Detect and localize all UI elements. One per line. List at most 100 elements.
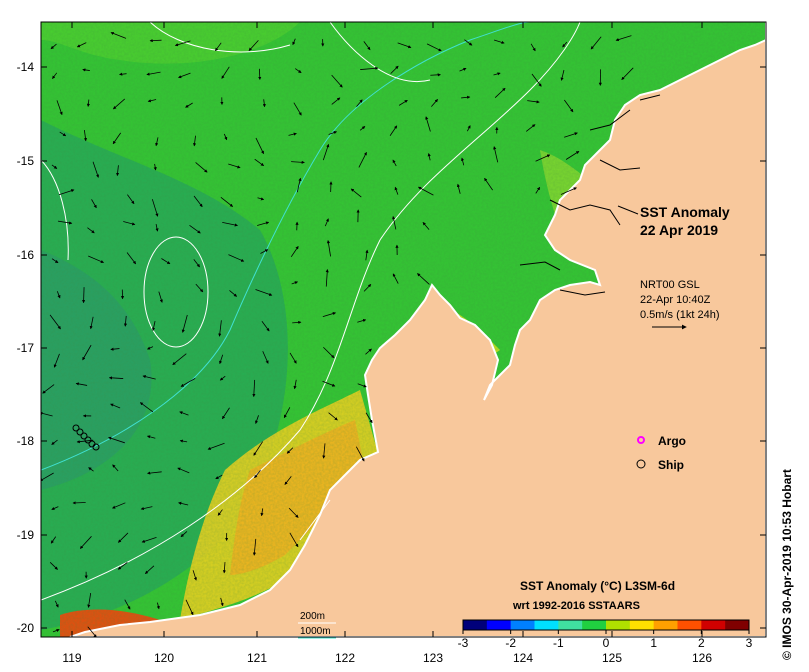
current-vector xyxy=(139,402,154,413)
current-vector xyxy=(222,407,230,420)
title-line1: SST Anomaly xyxy=(640,204,730,220)
colorbar-tick-label: 0 xyxy=(603,636,610,650)
current-vector xyxy=(257,197,265,201)
current-vector xyxy=(126,252,136,265)
current-vector xyxy=(248,40,259,51)
current-vector xyxy=(56,100,63,116)
y-tick-label: -17 xyxy=(17,341,35,355)
current-vector xyxy=(363,41,371,51)
current-vector xyxy=(328,412,338,421)
current-vector xyxy=(215,474,223,480)
current-vector xyxy=(292,38,296,46)
current-vector xyxy=(252,538,257,556)
colorbar-swatch xyxy=(510,620,535,630)
current-vector xyxy=(112,98,126,110)
current-vector xyxy=(531,73,542,87)
current-vector xyxy=(149,39,162,43)
current-vector xyxy=(174,40,191,47)
colorbar-swatch xyxy=(725,620,750,630)
current-vector xyxy=(355,446,365,462)
current-vector xyxy=(389,125,398,136)
current-vector xyxy=(112,464,119,472)
current-vector xyxy=(215,42,222,52)
current-vector xyxy=(260,508,264,517)
current-time: 22-Apr 10:40Z xyxy=(640,294,711,306)
current-vector xyxy=(220,597,224,607)
current-vector xyxy=(219,354,224,365)
current-vector xyxy=(288,132,297,136)
current-vector xyxy=(460,157,465,166)
colorbar-tick-label: -3 xyxy=(458,636,469,650)
current-vector xyxy=(89,316,94,330)
current-vector xyxy=(365,348,372,355)
y-tick-label: -14 xyxy=(17,60,35,74)
isobath-200-label: 200m xyxy=(300,611,325,622)
ship-marker-icon xyxy=(636,459,646,469)
y-tick-label: -18 xyxy=(17,434,35,448)
current-vector xyxy=(155,137,159,147)
land-area xyxy=(69,22,766,637)
current-vector xyxy=(326,240,331,257)
current-vector xyxy=(124,599,131,610)
current-vector xyxy=(293,102,302,116)
current-vector xyxy=(87,592,92,608)
isobath-1000-label: 1000m xyxy=(300,626,331,637)
current-vector xyxy=(193,259,200,268)
current-vector xyxy=(422,221,430,230)
current-vector xyxy=(363,283,372,292)
current-vector xyxy=(417,186,434,196)
current-vector xyxy=(92,161,100,178)
current-vector xyxy=(394,186,399,195)
x-tick-label: 126 xyxy=(692,651,712,665)
ship-track xyxy=(72,424,100,451)
current-vector xyxy=(322,443,326,459)
current-vector xyxy=(291,160,305,164)
colorbar-title-1: SST Anomaly (°C) L3SM-6d xyxy=(520,579,675,593)
current-vector xyxy=(56,291,61,299)
current-vector xyxy=(195,162,208,173)
current-vector xyxy=(185,102,193,108)
current-vector xyxy=(359,126,366,131)
current-vector xyxy=(286,447,294,454)
current-vector xyxy=(262,99,266,108)
current-vector xyxy=(140,506,153,511)
current-vector xyxy=(42,384,55,394)
current-vector xyxy=(219,375,226,381)
current-vector xyxy=(110,32,127,39)
current-vector xyxy=(590,36,602,50)
current-vector xyxy=(262,351,269,364)
current-vector xyxy=(331,74,343,88)
current-vector xyxy=(58,189,75,196)
current-vector xyxy=(461,95,471,99)
isobath-1000m xyxy=(41,22,531,471)
current-vector xyxy=(229,290,238,297)
current-vector xyxy=(228,254,245,262)
current-vector xyxy=(350,188,362,198)
current-vector xyxy=(365,412,373,424)
colorbar-title-2: wrt 1992-2016 SSTAARS xyxy=(512,600,640,612)
current-vector xyxy=(257,221,270,226)
current-vector xyxy=(142,375,156,380)
current-vector xyxy=(459,67,467,72)
current-vector xyxy=(296,177,302,193)
current-vector xyxy=(283,407,291,419)
current-vector xyxy=(91,199,97,209)
current-vector xyxy=(392,159,397,167)
current-scale: 0.5m/s (1kt 24h) xyxy=(640,309,719,321)
current-vector xyxy=(158,291,163,303)
current-vector xyxy=(223,133,228,141)
current-vector xyxy=(390,65,399,74)
current-vector xyxy=(83,130,88,142)
current-vector xyxy=(50,43,57,50)
current-vector xyxy=(615,35,632,42)
isobath-200m xyxy=(41,22,581,601)
current-vector xyxy=(49,314,61,330)
current-vector xyxy=(179,439,188,443)
current-vector xyxy=(185,599,194,616)
current-vector xyxy=(151,320,156,332)
current-vector xyxy=(51,439,58,445)
current-vector xyxy=(207,442,225,450)
current-vectors xyxy=(41,32,634,637)
x-tick-label: 121 xyxy=(247,651,267,665)
